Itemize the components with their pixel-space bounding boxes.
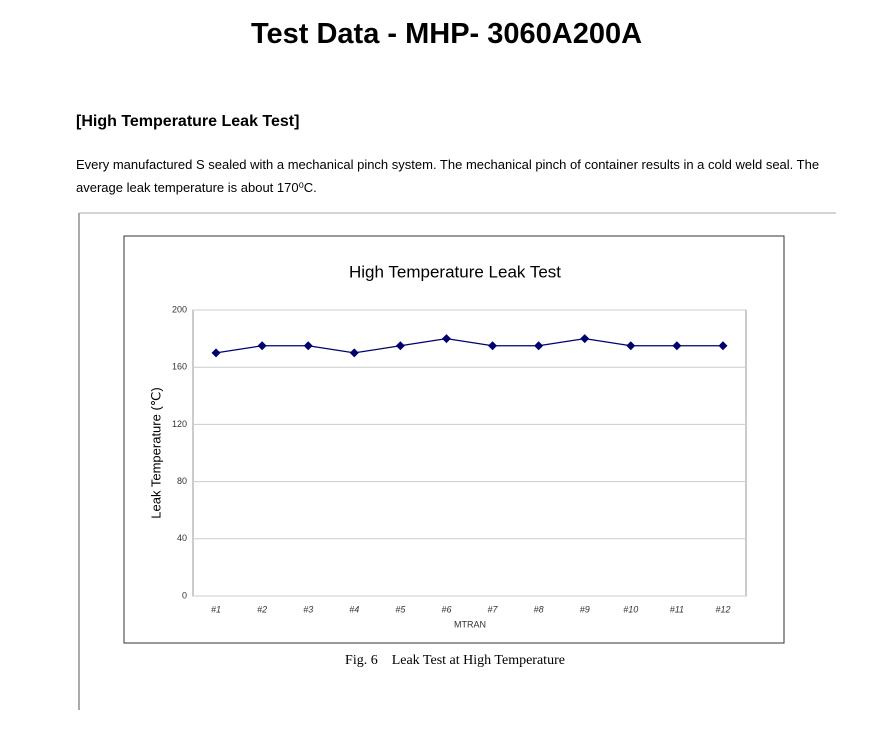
x-axis-label: MTRAN	[454, 619, 486, 629]
x-tick-label: #1	[211, 604, 221, 614]
x-tick-label: #10	[623, 604, 638, 614]
x-tick-label: #8	[534, 604, 544, 614]
y-tick-label: 40	[177, 533, 187, 543]
plot-area	[192, 309, 747, 597]
x-tick-label: #12	[715, 604, 730, 614]
y-tick-label: 120	[172, 419, 187, 429]
x-tick-label: #5	[395, 604, 406, 614]
y-tick-label: 80	[177, 476, 187, 486]
x-tick-label: #9	[580, 604, 590, 614]
section-heading: [High Temperature Leak Test]	[76, 113, 300, 130]
x-tick-label: #11	[670, 604, 684, 614]
figure-caption: Fig. 6 Leak Test at High Temperature	[345, 653, 565, 668]
x-tick-label: #7	[488, 604, 499, 614]
data-marker	[580, 334, 590, 344]
data-marker	[626, 341, 636, 351]
data-marker	[534, 341, 544, 351]
data-marker	[349, 348, 359, 358]
data-marker	[303, 341, 313, 351]
data-marker	[395, 341, 405, 351]
data-marker	[211, 348, 221, 358]
data-marker	[672, 341, 682, 351]
data-marker	[718, 341, 728, 351]
x-tick-label: #4	[349, 604, 359, 614]
x-tick-label: #3	[303, 604, 313, 614]
x-tick-label: #2	[257, 604, 267, 614]
y-tick-label: 0	[182, 590, 187, 600]
y-axis-label: Leak Temperature (℃)	[148, 387, 163, 518]
data-line	[215, 337, 723, 354]
chart-title: High Temperature Leak Test	[349, 262, 561, 281]
section-paragraph: Every manufactured S sealed with a mecha…	[76, 157, 820, 195]
y-tick-label: 160	[172, 362, 187, 372]
data-marker	[257, 341, 267, 351]
y-tick-label: 200	[172, 304, 187, 314]
page-title: Test Data - MHP- 3060A200A	[250, 18, 643, 50]
data-marker	[488, 341, 498, 351]
x-tick-label: #6	[441, 604, 451, 614]
data-marker	[441, 334, 451, 344]
